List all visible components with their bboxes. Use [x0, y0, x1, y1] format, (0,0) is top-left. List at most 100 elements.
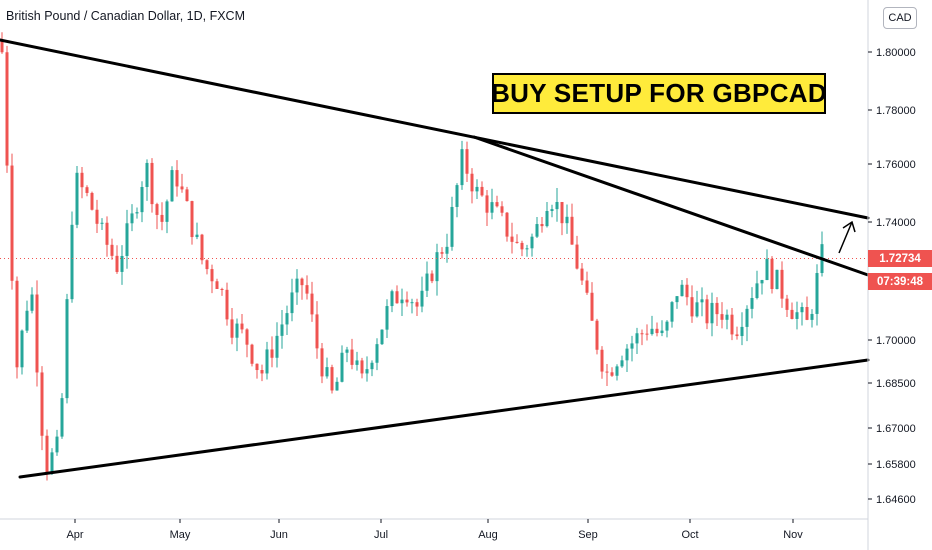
time-tick-label: Nov [783, 529, 803, 541]
price-tick-label: 1.80000 [876, 47, 916, 59]
price-tick-label: 1.68500 [876, 378, 916, 390]
candle-up [70, 224, 74, 300]
candle-up [425, 273, 429, 291]
candle-up [400, 299, 404, 304]
candle-up [450, 206, 454, 247]
candle-up [555, 201, 559, 210]
candle-up [665, 321, 669, 331]
candle-down [40, 372, 44, 436]
candle-down [190, 201, 194, 238]
candle-down [5, 52, 9, 166]
candle-up [420, 290, 424, 307]
candle-up [340, 352, 344, 382]
price-tick-label: 1.70000 [876, 335, 916, 347]
candle-up [345, 349, 349, 353]
candle-down [430, 273, 434, 282]
candle-up [135, 212, 139, 214]
candle-up [550, 209, 554, 211]
candle-down [105, 222, 109, 245]
currency-button[interactable]: CAD [883, 7, 917, 29]
candle-up [525, 248, 529, 250]
trendline-descending-resistance[interactable] [472, 135, 870, 277]
candle-down [640, 333, 644, 335]
candle-down [320, 348, 324, 377]
price-axis[interactable]: 1.80000 1.78000 1.76000 1.74000 1.70000 1.685… [868, 47, 916, 506]
trendline-ascending-support[interactable] [18, 358, 870, 479]
candle-down [210, 269, 214, 282]
candle-up [140, 186, 144, 213]
time-tick-label: May [170, 529, 191, 541]
candle-down [255, 363, 259, 371]
time-tick-label: Jun [270, 529, 288, 541]
candlestick-series [0, 32, 824, 481]
candle-down [155, 204, 159, 215]
candle-down [605, 371, 609, 373]
candle-down [470, 173, 474, 192]
candle-up [795, 312, 799, 319]
candle-down [485, 195, 489, 213]
candle-down [495, 202, 499, 207]
candle-down [405, 299, 409, 303]
buy-setup-annotation: BUY SETUP FOR GBPCAD [491, 73, 827, 114]
candle-down [300, 278, 304, 286]
candle-down [770, 258, 774, 290]
candle-down [115, 255, 119, 272]
candle-up [660, 330, 664, 334]
chart-title: British Pound / Canadian Dollar, 1D, FXC… [6, 9, 245, 23]
candle-up [530, 236, 534, 249]
candle-down [655, 328, 659, 334]
candle-up [675, 296, 679, 303]
candle-up [740, 326, 744, 337]
candle-down [560, 201, 564, 224]
candle-up [75, 172, 79, 225]
candle-down [805, 307, 809, 320]
candle-down [180, 186, 184, 190]
candle-down [505, 212, 509, 237]
candle-down [515, 241, 519, 243]
candle-down [730, 314, 734, 335]
candle-down [270, 349, 274, 358]
candle-down [705, 299, 709, 324]
candle-up [745, 308, 749, 327]
candle-up [60, 398, 64, 437]
candle-down [200, 234, 204, 261]
price-tick-label: 1.65800 [876, 459, 916, 471]
time-tick-label: Jul [374, 529, 388, 541]
candle-up [565, 216, 569, 224]
candle-down [85, 187, 89, 193]
candle-up [125, 223, 129, 256]
candle-up [490, 202, 494, 213]
candle-down [220, 288, 224, 290]
candle-down [645, 333, 649, 335]
candle-up [650, 328, 654, 335]
candle-up [130, 213, 134, 224]
candle-down [225, 289, 229, 320]
candle-down [690, 297, 694, 317]
candle-up [380, 329, 384, 345]
last-price-label: 1.72734 [868, 250, 932, 267]
candle-up [195, 234, 199, 238]
candle-up [800, 307, 804, 313]
candle-up [620, 360, 624, 367]
price-tick-label: 1.64600 [876, 494, 916, 506]
price-tick-label: 1.67000 [876, 423, 916, 435]
candle-down [15, 280, 19, 368]
time-axis[interactable]: Apr May Jun Jul Aug Sep Oct Nov [66, 519, 803, 541]
candle-up [750, 298, 754, 309]
candle-down [465, 149, 469, 174]
time-tick-label: Aug [478, 529, 498, 541]
candle-down [160, 214, 164, 222]
trendline-upper-resistance[interactable] [0, 38, 870, 220]
candle-up [290, 292, 294, 314]
bar-countdown-label: 07:39:48 [868, 273, 932, 290]
candle-down [330, 367, 334, 391]
candle-down [95, 209, 99, 224]
candle-down [185, 189, 189, 202]
candle-up [710, 302, 714, 324]
candle-up [170, 170, 174, 202]
candle-down [0, 40, 4, 53]
candle-up [760, 280, 764, 284]
candle-down [360, 360, 364, 374]
candle-down [595, 320, 599, 350]
